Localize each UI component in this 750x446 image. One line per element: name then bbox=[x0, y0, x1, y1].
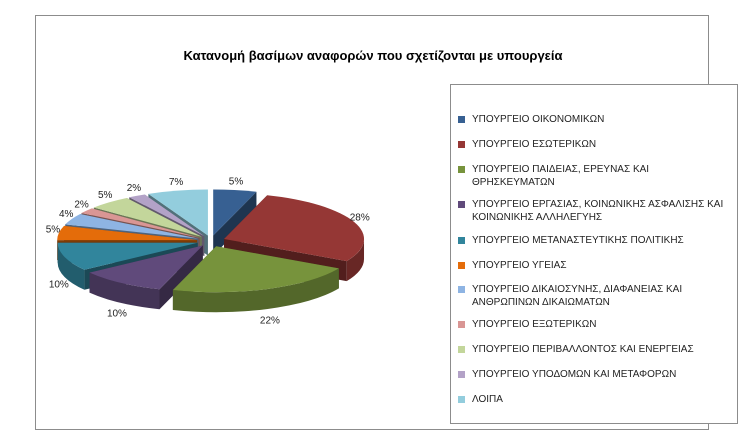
legend-swatch bbox=[458, 166, 465, 173]
pie-slice-top bbox=[93, 197, 202, 237]
pie-slice-top bbox=[89, 245, 203, 290]
pie-slice-side bbox=[346, 238, 365, 282]
pie-data-labels: 5%28%22%10%10%5%4%2%5%2%7% bbox=[46, 176, 370, 326]
legend-item: ΥΠΟΥΡΓΕΙΟ ΟΙΚΟΝΟΜΙΚΩΝ bbox=[458, 113, 734, 126]
pie-chart: 5%28%22%10%10%5%4%2%5%2%7% bbox=[46, 176, 370, 326]
pie-slice-top bbox=[224, 195, 365, 262]
pie-slice-side bbox=[57, 242, 85, 290]
pie-slice-top bbox=[129, 194, 205, 237]
legend-swatch bbox=[458, 371, 465, 378]
chart-title: Κατανομή βασίμων αναφορών που σχετίζοντα… bbox=[183, 48, 563, 63]
legend-item: ΥΠΟΥΡΓΕΙΟ ΕΣΩΤΕΡΙΚΩΝ bbox=[458, 138, 734, 151]
legend-swatch bbox=[458, 286, 465, 293]
legend-item: ΥΠΟΥΡΓΕΙΟ ΠΑΙΔΕΙΑΣ, ΕΡΕΥΝΑΣ ΚΑΙ ΘΡΗΣΚΕΥΜ… bbox=[458, 163, 734, 189]
pie-data-label: 5% bbox=[98, 190, 113, 201]
legend-item: ΥΠΟΥΡΓΕΙΟ ΕΞΩΤΕΡΙΚΩΝ bbox=[458, 318, 734, 331]
pie-data-label: 28% bbox=[350, 212, 370, 223]
pie-data-label: 5% bbox=[229, 176, 244, 187]
legend-item: ΥΠΟΥΡΓΕΙΟ ΠΕΡΙΒΑΛΛΟΝΤΟΣ ΚΑΙ ΕΝΕΡΓΕΙΑΣ bbox=[458, 343, 734, 356]
pie-data-label: 4% bbox=[59, 209, 74, 220]
pie-slice-side bbox=[172, 268, 339, 313]
legend-swatch bbox=[458, 237, 465, 244]
legend-label: ΥΠΟΥΡΓΕΙΟ ΥΠΟΔΟΜΩΝ ΚΑΙ ΜΕΤΑΦΟΡΩΝ bbox=[472, 369, 677, 380]
pie-slice bbox=[89, 245, 203, 310]
pie-data-label: 5% bbox=[46, 225, 61, 236]
legend-swatch bbox=[458, 321, 465, 328]
pie-slice-top bbox=[81, 208, 200, 238]
pie-slices bbox=[57, 189, 365, 313]
legend-swatch bbox=[458, 346, 465, 353]
legend-item: ΥΠΟΥΡΓΕΙΟ ΥΠΟΔΟΜΩΝ ΚΑΙ ΜΕΤΑΦΟΡΩΝ bbox=[458, 368, 734, 381]
pie-slice-top bbox=[65, 213, 199, 239]
legend-item: ΛΟΙΠΑ bbox=[458, 393, 734, 406]
legend-label: ΛΟΙΠΑ bbox=[472, 394, 503, 405]
pie-data-label: 2% bbox=[127, 183, 142, 194]
pie-slice-top bbox=[57, 242, 198, 270]
legend-label: ΥΠΟΥΡΓΕΙΟ ΔΙΚΑΙΟΣΥΝΗΣ, ΔΙΑΦΑΝΕΙΑΣ ΚΑΙ ΑΝ… bbox=[472, 284, 683, 308]
legend-item: ΥΠΟΥΡΓΕΙΟ ΕΡΓΑΣΙΑΣ, ΚΟΙΝΩΝΙΚΗΣ ΑΣΦΑΛΙΣΗΣ… bbox=[458, 198, 734, 224]
legend-swatch bbox=[458, 396, 465, 403]
chart-legend: ΥΠΟΥΡΓΕΙΟ ΟΙΚΟΝΟΜΙΚΩΝ ΥΠΟΥΡΓΕΙΟ ΕΣΩΤΕΡΙΚΩ… bbox=[450, 84, 738, 424]
pie-slice-wall bbox=[213, 191, 257, 256]
pie-data-label: 10% bbox=[49, 280, 69, 291]
legend-swatch bbox=[458, 116, 465, 123]
legend-swatch bbox=[458, 201, 465, 208]
chart-frame: Κατανομή βασίμων αναφορών που σχετίζοντα… bbox=[35, 15, 738, 430]
legend-label: ΥΠΟΥΡΓΕΙΟ ΠΕΡΙΒΑΛΛΟΝΤΟΣ ΚΑΙ ΕΝΕΡΓΕΙΑΣ bbox=[472, 344, 694, 355]
legend-label: ΥΠΟΥΡΓΕΙΟ ΕΡΓΑΣΙΑΣ, ΚΟΙΝΩΝΙΚΗΣ ΑΣΦΑΛΙΣΗΣ… bbox=[472, 199, 724, 223]
legend-swatch bbox=[458, 141, 465, 148]
pie-data-label: 22% bbox=[260, 316, 280, 327]
legend-item: ΥΠΟΥΡΓΕΙΟ ΔΙΚΑΙΟΣΥΝΗΣ, ΔΙΑΦΑΝΕΙΑΣ ΚΑΙ ΑΝ… bbox=[458, 283, 734, 309]
pie-slice-side bbox=[89, 272, 160, 310]
legend-label: ΥΠΟΥΡΓΕΙΟ ΥΓΕΙΑΣ bbox=[472, 260, 567, 271]
legend-label: ΥΠΟΥΡΓΕΙΟ ΟΙΚΟΝΟΜΙΚΩΝ bbox=[472, 114, 605, 125]
legend-label: ΥΠΟΥΡΓΕΙΟ ΕΣΩΤΕΡΙΚΩΝ bbox=[472, 139, 597, 150]
pie-slice bbox=[213, 189, 257, 256]
legend-item: ΥΠΟΥΡΓΕΙΟ ΜΕΤΑΝΑΣΤΕΥΤΙΚΗΣ ΠΟΛΙΤΙΚΗΣ bbox=[458, 234, 734, 247]
pie-data-label: 2% bbox=[74, 200, 89, 211]
pie-slice-top bbox=[172, 246, 339, 293]
legend-label: ΥΠΟΥΡΓΕΙΟ ΕΞΩΤΕΡΙΚΩΝ bbox=[472, 319, 597, 330]
legend-swatch bbox=[458, 262, 465, 269]
pie-data-label: 10% bbox=[107, 309, 127, 320]
pie-slice-top bbox=[57, 225, 198, 241]
pie-slice bbox=[172, 246, 339, 313]
pie-data-label: 7% bbox=[169, 177, 184, 188]
legend-item: ΥΠΟΥΡΓΕΙΟ ΥΓΕΙΑΣ bbox=[458, 259, 734, 272]
pie-slice-top bbox=[148, 189, 208, 236]
legend-label: ΥΠΟΥΡΓΕΙΟ ΠΑΙΔΕΙΑΣ, ΕΡΕΥΝΑΣ ΚΑΙ ΘΡΗΣΚΕΥΜ… bbox=[472, 164, 650, 188]
legend-label: ΥΠΟΥΡΓΕΙΟ ΜΕΤΑΝΑΣΤΕΥΤΙΚΗΣ ΠΟΛΙΤΙΚΗΣ bbox=[472, 235, 684, 246]
pie-slice-top bbox=[213, 189, 257, 236]
